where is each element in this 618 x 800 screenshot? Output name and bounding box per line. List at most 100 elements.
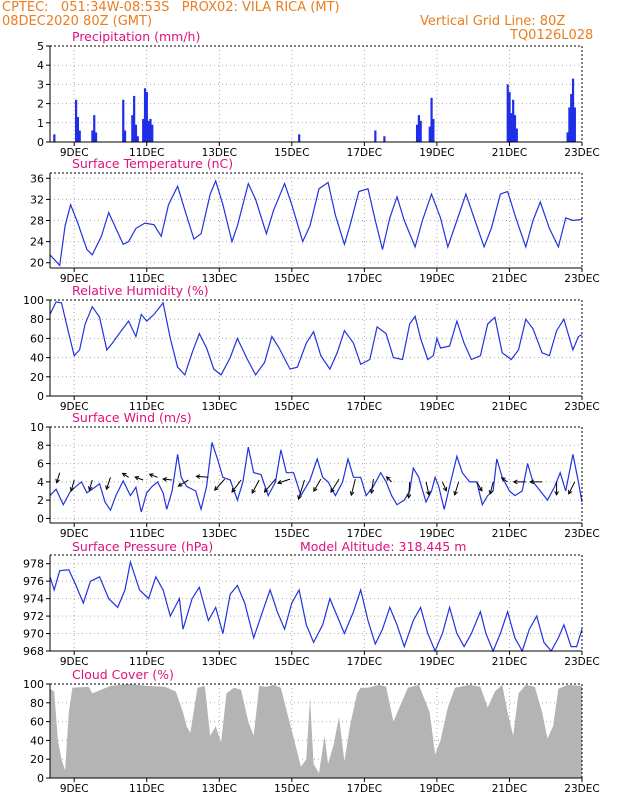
cloud-xtick-label: 11DEC xyxy=(129,783,164,795)
rh-xtick-label: 19DEC xyxy=(419,401,454,413)
precip-bar xyxy=(432,118,435,142)
precip-ytick-label: 4 xyxy=(37,59,44,72)
precip-xtick-label: 11DEC xyxy=(129,147,164,159)
cloud-ytick-label: 20 xyxy=(30,753,44,766)
wind-arrow xyxy=(178,479,189,487)
cloud-xtick-label: 9DEC xyxy=(60,783,89,795)
wind-arrow-head xyxy=(453,490,458,496)
rh-xtick-label: 9DEC xyxy=(60,401,89,413)
header-line-2: 08DEC2020 80Z (GMT) xyxy=(2,14,153,29)
precip-bar xyxy=(133,95,136,142)
wind-arrow-head xyxy=(385,476,391,481)
wind-xtick-label: 9DEC xyxy=(60,528,89,540)
temp-ytick-label: 24 xyxy=(30,236,44,249)
wind-arrow xyxy=(489,481,494,494)
pres-xtick-label: 9DEC xyxy=(60,656,89,668)
precip-bar xyxy=(510,113,513,142)
wind-arrow xyxy=(163,478,173,481)
pres-ytick-label: 974 xyxy=(23,593,44,606)
temp-xtick-label: 17DEC xyxy=(347,273,382,285)
precip-ytick-label: 0 xyxy=(37,136,44,149)
temp-xtick-label: 15DEC xyxy=(274,273,309,285)
cloud-xtick-label: 17DEC xyxy=(347,783,382,795)
cloud-ytick-label: 80 xyxy=(30,697,44,710)
precip-bar xyxy=(515,128,518,142)
precip-bar xyxy=(419,120,422,142)
precip-bar xyxy=(573,107,576,142)
wind-arrow xyxy=(454,481,460,496)
wind-arrow xyxy=(134,476,144,481)
precip-bar xyxy=(93,115,96,142)
rh-xtick-label: 21DEC xyxy=(492,401,527,413)
wind-xtick-label: 23DEC xyxy=(564,528,599,540)
grid-note: Vertical Grid Line: 80Z xyxy=(420,14,566,29)
wind-arrow-head xyxy=(55,478,60,484)
cloud-ytick-label: 100 xyxy=(23,678,44,691)
wind-xtick-label: 17DEC xyxy=(347,528,382,540)
precip-bar xyxy=(143,88,147,142)
wind-arrow xyxy=(370,479,374,494)
header-line-1: CPTEC: 051:34W-08:53S PROX02: VILA RICA … xyxy=(2,0,340,15)
pres-ytick-label: 970 xyxy=(23,628,44,641)
wind-xtick-label: 21DEC xyxy=(492,528,527,540)
wind-arrow-head xyxy=(554,491,559,496)
wind-arrow-head xyxy=(478,486,483,492)
cloud-xtick-label: 19DEC xyxy=(419,783,454,795)
wind-arrow xyxy=(350,478,356,496)
precip-bar xyxy=(142,118,145,142)
cloud-area xyxy=(50,684,582,778)
precip-bar xyxy=(122,99,125,142)
wind-arrow-head xyxy=(177,482,183,487)
pres-ytick-label: 976 xyxy=(23,575,44,588)
precip-xtick-label: 15DEC xyxy=(274,147,309,159)
wind-arrow-head xyxy=(330,488,335,494)
cloud-xtick-label: 13DEC xyxy=(202,783,237,795)
pres-xtick-label: 23DEC xyxy=(564,656,599,668)
wind-arrow-head xyxy=(488,489,494,495)
wind-arrow-head xyxy=(251,489,256,494)
precip-bar xyxy=(512,99,515,142)
wind-arrow xyxy=(214,478,226,491)
precip-ytick-label: 3 xyxy=(37,78,44,91)
pres-series-line xyxy=(49,559,583,653)
precip-bar xyxy=(428,126,431,142)
wind-series-line xyxy=(49,442,583,513)
wind-arrow xyxy=(298,479,305,500)
rh-ytick-label: 0 xyxy=(37,390,44,403)
precip-xtick-label: 17DEC xyxy=(347,147,382,159)
temp-ytick-label: 20 xyxy=(30,257,44,270)
pres-xtick-label: 13DEC xyxy=(202,656,237,668)
wind-arrow-head xyxy=(529,479,534,485)
temp-xtick-label: 9DEC xyxy=(60,273,89,285)
wind-arrow-head xyxy=(231,487,236,493)
precip-bar xyxy=(136,136,139,142)
wind-ytick-label: 2 xyxy=(37,494,44,507)
precip-bar xyxy=(430,97,433,142)
precip-bar xyxy=(417,115,420,142)
rh-xtick-label: 15DEC xyxy=(274,401,309,413)
wind-arrow xyxy=(105,477,111,490)
precip-bar xyxy=(131,115,134,142)
rh-ytick-label: 100 xyxy=(23,294,44,307)
wind-xtick-label: 19DEC xyxy=(419,528,454,540)
rh-ytick-label: 80 xyxy=(30,313,44,326)
wind-arrow-head xyxy=(134,475,140,481)
wind-xtick-label: 11DEC xyxy=(129,528,164,540)
precip-bar xyxy=(123,130,127,142)
rh-ytick-label: 40 xyxy=(30,352,44,365)
temp-xtick-label: 13DEC xyxy=(202,273,237,285)
rh-ytick-label: 20 xyxy=(30,371,44,384)
temp-xtick-label: 19DEC xyxy=(419,273,454,285)
temp-ytick-label: 28 xyxy=(30,215,44,228)
cloud-xtick-label: 15DEC xyxy=(274,783,309,795)
precip-bar xyxy=(76,117,80,142)
rh-xtick-label: 13DEC xyxy=(202,401,237,413)
wind-ytick-label: 8 xyxy=(37,439,44,452)
precip-title: Precipitation (mm/h) xyxy=(72,29,200,44)
wind-arrow xyxy=(476,481,483,492)
precip-ytick-label: 2 xyxy=(37,98,44,111)
precip-bar xyxy=(78,130,81,142)
pres-xtick-label: 15DEC xyxy=(274,656,309,668)
precip-bar xyxy=(298,134,301,142)
wind-arrow-head xyxy=(105,485,110,491)
